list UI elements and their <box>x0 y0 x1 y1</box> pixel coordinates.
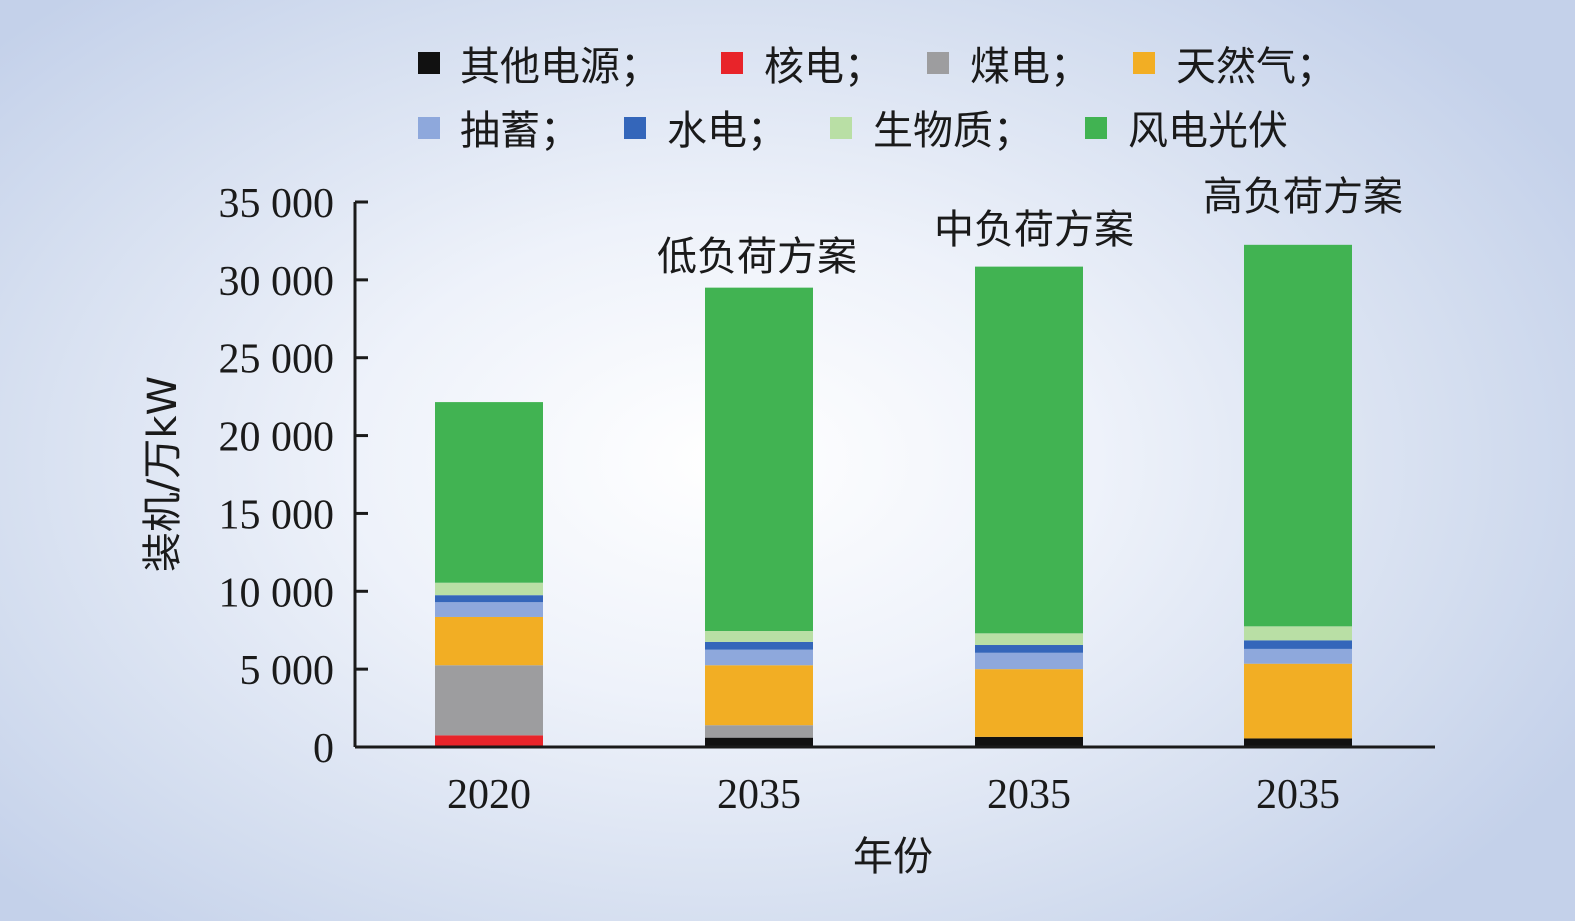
legend-label: 核电； <box>764 44 884 90</box>
scenario-label: 低负荷方案 <box>657 234 857 280</box>
y-tick-label: 35 000 <box>219 181 335 227</box>
legend-swatch <box>418 52 440 74</box>
bar-segment-0-6 <box>435 582 543 596</box>
bar-segment-2-3 <box>975 669 1083 737</box>
y-tick-label: 20 000 <box>219 415 335 461</box>
legend-item: 煤电； <box>927 44 1090 90</box>
legend-swatch <box>624 117 646 139</box>
bars <box>435 244 1352 747</box>
x-tick-label: 2035 <box>987 772 1071 818</box>
scenario-label: 高负荷方案 <box>1203 174 1403 220</box>
bar-segment-2-6 <box>975 633 1083 646</box>
y-tick-label: 10 000 <box>219 570 335 616</box>
legend-label: 其他电源； <box>460 44 660 90</box>
legend-item: 生物质； <box>830 108 1033 154</box>
bar-segment-1-5 <box>705 641 813 650</box>
bar-segment-3-5 <box>1244 640 1352 649</box>
y-tick-label: 5 000 <box>240 648 335 694</box>
scenario-annotations: 低负荷方案 中负荷方案 高负荷方案 <box>657 174 1403 280</box>
bar-segment-3-6 <box>1244 626 1352 641</box>
legend-item: 水电； <box>624 108 787 154</box>
bar-segment-3-4 <box>1244 648 1352 664</box>
bar-segment-1-7 <box>705 287 813 631</box>
legend-label: 水电； <box>667 108 787 154</box>
x-axis: 2020 2035 2035 2035 <box>355 745 1435 818</box>
x-tick-label: 2020 <box>447 772 531 818</box>
bar-segment-1-2 <box>705 725 813 738</box>
legend-swatch <box>418 117 440 139</box>
legend-label: 煤电； <box>970 44 1090 90</box>
bar-segment-1-6 <box>705 630 813 642</box>
y-tick-label: 15 000 <box>219 492 335 538</box>
legend-item: 核电； <box>721 44 884 90</box>
legend-swatch <box>721 52 743 74</box>
bar-segment-0-4 <box>435 602 543 617</box>
legend-swatch <box>1085 117 1107 139</box>
legend-item: 天然气； <box>1133 44 1336 90</box>
bar-segment-1-0 <box>705 737 813 747</box>
y-tick-label: 30 000 <box>219 259 335 305</box>
bar-segment-1-4 <box>705 649 813 666</box>
bar-segment-2-4 <box>975 652 1083 670</box>
legend-label: 生物质； <box>873 108 1033 154</box>
legend-label: 天然气； <box>1176 44 1336 90</box>
legend-swatch <box>927 52 949 74</box>
bar-segment-3-3 <box>1244 663 1352 739</box>
legend-item: 其他电源； <box>418 44 660 90</box>
bar-segment-2-7 <box>975 266 1083 634</box>
legend: 其他电源； 核电； 煤电； 天然气； 抽蓄； 水电； 生物质； 风电光伏 <box>418 44 1336 154</box>
bar-segment-2-5 <box>975 645 1083 653</box>
bar-segment-1-3 <box>705 665 813 726</box>
legend-swatch <box>1133 52 1155 74</box>
scenario-label: 中负荷方案 <box>934 207 1134 253</box>
legend-item: 抽蓄； <box>418 108 580 154</box>
bar-segment-3-0 <box>1244 738 1352 747</box>
bar-segment-2-0 <box>975 736 1083 747</box>
bar-segment-0-2 <box>435 665 543 736</box>
y-tick-label: 25 000 <box>219 337 335 383</box>
y-tick-label: 0 <box>313 726 334 772</box>
bar-segment-0-5 <box>435 595 543 603</box>
y-axis-title: 装机/万kW <box>140 376 186 572</box>
x-axis-title: 年份 <box>853 834 933 880</box>
legend-label: 抽蓄； <box>460 108 580 154</box>
bar-segment-0-1 <box>435 735 543 747</box>
legend-item: 风电光伏 <box>1085 108 1288 154</box>
x-tick-label: 2035 <box>1256 772 1340 818</box>
legend-swatch <box>830 117 852 139</box>
bar-segment-3-7 <box>1244 244 1352 627</box>
y-axis: 0 5 000 10 000 15 000 20 000 25 000 30 000 35 0… <box>219 181 368 772</box>
bar-segment-0-3 <box>435 616 543 666</box>
bar-segment-0-7 <box>435 402 543 583</box>
legend-label: 风电光伏 <box>1128 108 1288 154</box>
x-tick-label: 2035 <box>717 772 801 818</box>
